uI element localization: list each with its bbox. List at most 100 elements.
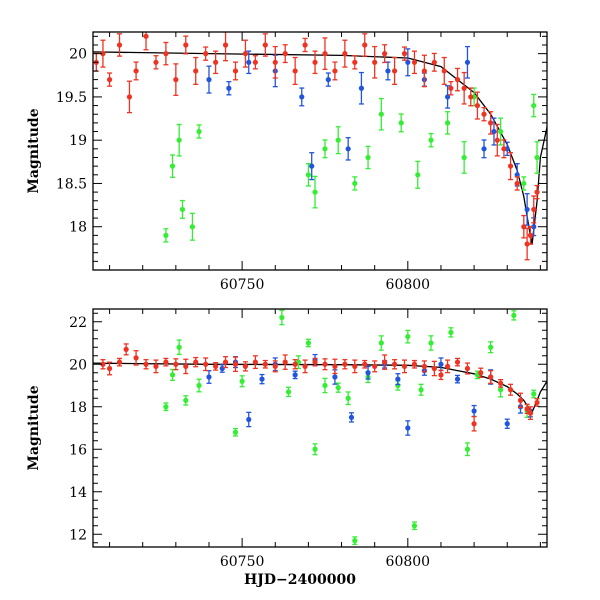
data-point-red xyxy=(391,361,398,367)
data-point-green xyxy=(365,154,371,161)
data-point-red xyxy=(421,68,427,74)
data-point-red xyxy=(524,406,530,412)
data-point-blue xyxy=(504,421,510,427)
data-point-green xyxy=(163,404,169,410)
data-point-blue xyxy=(514,172,520,178)
data-point-red xyxy=(143,33,149,39)
data-point-green xyxy=(335,385,341,391)
data-point-blue xyxy=(246,416,252,423)
data-point-red xyxy=(372,59,378,65)
data-point-red xyxy=(252,359,258,365)
data-point-blue xyxy=(405,425,411,431)
data-point-red xyxy=(468,94,474,100)
data-point-green xyxy=(521,180,527,187)
data-point-red xyxy=(116,359,123,365)
data-point-green xyxy=(411,523,418,529)
data-point-red xyxy=(292,68,298,74)
data-point-green xyxy=(322,146,328,152)
data-point-green xyxy=(169,163,176,169)
y-tick-label: 19.5 xyxy=(56,90,87,106)
data-point-red xyxy=(421,363,427,369)
data-point-green xyxy=(531,102,537,109)
data-point-blue xyxy=(481,146,487,152)
data-point-red xyxy=(282,51,288,57)
data-point-red xyxy=(272,363,278,369)
y-tick-label: 18 xyxy=(69,400,87,416)
data-point-blue xyxy=(385,68,391,74)
data-point-red xyxy=(322,361,328,367)
data-point-red xyxy=(203,361,209,367)
data-point-red xyxy=(488,374,494,380)
data-point-red xyxy=(391,68,398,74)
data-point-green xyxy=(176,137,182,143)
data-point-red xyxy=(401,51,408,57)
data-point-red xyxy=(242,363,249,369)
data-point-green xyxy=(169,372,176,378)
data-point-green xyxy=(345,395,351,401)
data-point-green xyxy=(378,111,384,117)
data-point-green xyxy=(305,340,312,346)
y-tick-label: 20 xyxy=(69,357,87,373)
data-point-green xyxy=(196,382,202,389)
x-tick-label: 60800 xyxy=(386,277,431,293)
data-point-green xyxy=(498,387,504,393)
data-point-red xyxy=(438,372,444,378)
data-point-red xyxy=(123,346,129,352)
data-point-red xyxy=(302,42,308,48)
data-point-red xyxy=(252,59,258,65)
data-point-red xyxy=(193,68,199,74)
data-point-green xyxy=(322,382,328,389)
data-point-red xyxy=(203,51,209,57)
data-point-red xyxy=(531,206,537,213)
y-tick-label: 14 xyxy=(69,485,87,501)
data-point-blue xyxy=(444,94,451,100)
data-point-green xyxy=(335,137,341,143)
data-point-red xyxy=(514,180,520,187)
data-point-red xyxy=(173,361,179,367)
data-point-red xyxy=(471,421,477,427)
data-point-blue xyxy=(299,94,305,100)
data-point-red xyxy=(431,59,437,65)
bottom-panel: 60750 60800 12 14 16 18 20 22 Magnitude HJD−24000… xyxy=(26,308,548,588)
model-curve xyxy=(93,51,547,245)
data-point-green xyxy=(352,538,358,544)
data-point-red xyxy=(100,361,106,367)
data-point-green xyxy=(183,397,189,403)
data-point-red xyxy=(481,111,487,117)
data-point-blue xyxy=(454,376,461,382)
plot-frame xyxy=(92,31,548,271)
data-point-green xyxy=(312,446,318,452)
data-point-blue xyxy=(332,374,338,380)
data-point-red xyxy=(352,59,358,65)
data-point-red xyxy=(332,68,338,74)
data-point-red xyxy=(342,361,348,367)
data-point-red xyxy=(534,189,540,195)
data-point-red xyxy=(312,359,318,365)
x-tick-label: 60800 xyxy=(386,554,431,570)
data-point-red xyxy=(332,363,338,369)
data-point-blue xyxy=(325,77,331,83)
data-point-red xyxy=(448,85,454,91)
data-point-red xyxy=(464,365,471,372)
data-point-red xyxy=(488,120,494,126)
data-point-red xyxy=(126,94,133,100)
data-point-blue xyxy=(259,376,265,382)
data-point-blue xyxy=(405,59,411,65)
data-point-green xyxy=(415,172,421,178)
data-point-blue xyxy=(438,361,444,367)
data-point-red xyxy=(524,241,530,247)
data-point-green xyxy=(378,340,384,346)
data-point-blue xyxy=(531,224,537,230)
data-point-green xyxy=(428,340,434,346)
y-axis-label: Magnitude xyxy=(26,108,42,193)
data-point-red xyxy=(517,397,524,403)
data-point-red xyxy=(507,387,514,393)
data-point-red xyxy=(133,68,139,74)
data-point-red xyxy=(173,77,179,83)
data-point-red xyxy=(454,359,461,365)
data-point-blue xyxy=(395,376,401,382)
data-point-red xyxy=(183,363,189,369)
data-point-green xyxy=(405,334,411,340)
data-point-red xyxy=(193,359,199,365)
